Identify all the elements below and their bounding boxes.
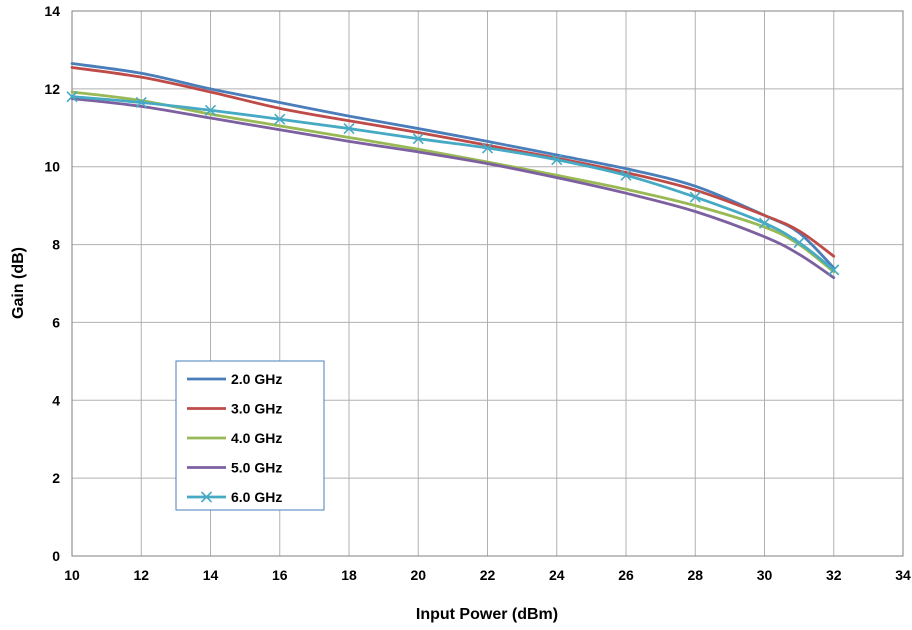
legend-item: 6.0 GHz (187, 489, 282, 505)
x-tick-label: 18 (341, 567, 357, 583)
legend-item: 2.0 GHz (187, 371, 282, 387)
x-tick-label: 30 (757, 567, 773, 583)
y-tick-label: 2 (52, 470, 60, 486)
data-point-marker (274, 113, 286, 125)
x-tick-label: 12 (133, 567, 149, 583)
x-tick-label: 20 (410, 567, 426, 583)
legend-label: 3.0 GHz (231, 401, 282, 417)
y-tick-label: 14 (44, 3, 60, 19)
y-tick-label: 10 (44, 159, 60, 175)
legend-label: 4.0 GHz (231, 430, 282, 446)
data-point-marker (66, 91, 78, 103)
legend-item: 5.0 GHz (187, 460, 282, 476)
y-tick-label: 6 (52, 314, 60, 330)
y-tick-label: 12 (44, 81, 60, 97)
legend-marker (200, 491, 213, 503)
y-tick-label: 8 (52, 237, 60, 253)
legend: 2.0 GHz 3.0 GHz 4.0 GHz 5.0 GHz 6.0 GHz (175, 360, 325, 511)
legend-item: 4.0 GHz (187, 430, 282, 446)
data-point-marker (620, 169, 632, 181)
data-point-marker (689, 191, 701, 203)
series-line-3-0-ghz (70, 66, 836, 258)
legend-label: 5.0 GHz (231, 460, 282, 476)
x-tick-label: 34 (895, 567, 911, 583)
x-tick-label: 32 (826, 567, 842, 583)
data-point-marker (481, 142, 494, 154)
series-line-5-0-ghz (70, 97, 836, 280)
data-point-marker (412, 133, 424, 145)
y-tick-label: 4 (52, 392, 60, 408)
data-point-marker (551, 154, 563, 166)
data-point-marker (135, 96, 147, 109)
x-tick-label: 22 (480, 567, 496, 583)
data-point-marker (204, 104, 217, 116)
x-tick-label: 24 (549, 567, 565, 583)
series-layer (66, 62, 840, 280)
x-tick-label: 10 (64, 567, 80, 583)
x-tick-label: 28 (687, 567, 703, 583)
y-axis-tick-labels: 0 2 4 6 8 10 12 14 (44, 3, 60, 564)
data-point-marker (758, 217, 771, 229)
data-point-marker (343, 122, 355, 135)
x-axis-title: Input Power (dBm) (416, 606, 558, 623)
series-5-0-ghz (70, 97, 836, 280)
x-tick-label: 26 (618, 567, 634, 583)
data-point-marker (793, 237, 805, 249)
series-line-4-0-ghz (70, 90, 836, 274)
legend-label: 6.0 GHz (231, 489, 282, 505)
legend-item: 3.0 GHz (187, 401, 282, 417)
y-axis-title: Gain (dB) (10, 247, 27, 319)
series-4-0-ghz (70, 90, 836, 274)
series-3-0-ghz (70, 66, 836, 258)
x-tick-label: 16 (272, 567, 288, 583)
plot-area-border (71, 10, 904, 557)
y-tick-label: 0 (52, 548, 60, 564)
series-6-0-ghz (66, 91, 840, 276)
legend-box (175, 360, 325, 511)
x-axis-tick-labels: 10 12 14 16 18 20 22 24 26 28 30 32 34 (64, 567, 911, 583)
x-tick-label: 14 (203, 567, 219, 583)
data-point-marker (828, 264, 840, 276)
legend-label: 2.0 GHz (231, 371, 282, 387)
